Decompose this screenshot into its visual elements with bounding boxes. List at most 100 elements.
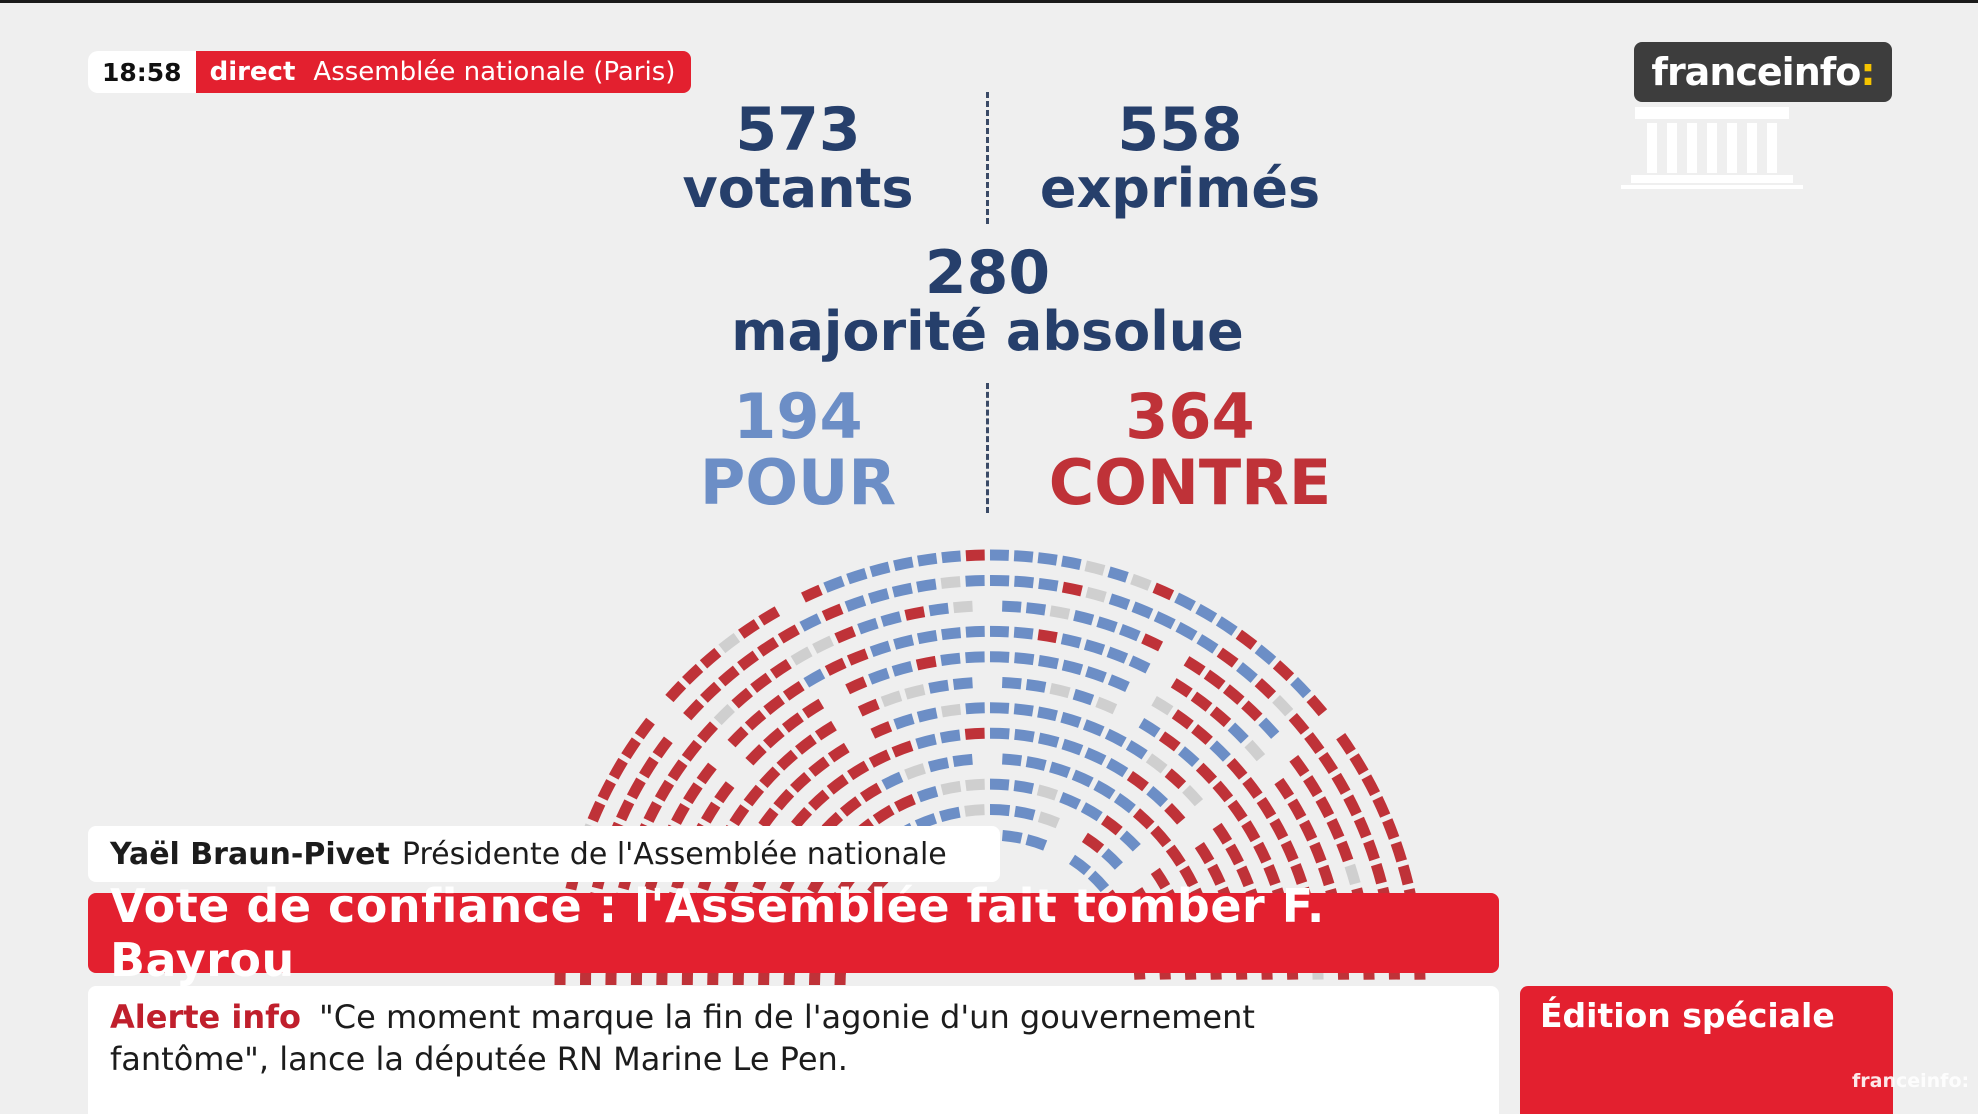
seat <box>1036 784 1059 801</box>
seat <box>737 650 759 671</box>
seat <box>1272 660 1295 682</box>
alert-tag: Alerte info <box>110 998 302 1036</box>
seat <box>914 813 938 831</box>
seat <box>763 694 785 715</box>
alert-line-1: "Ce moment marque la fin de l'agonie d'u… <box>319 998 1255 1036</box>
seat <box>1001 677 1022 690</box>
seat <box>893 556 914 572</box>
seat <box>643 801 662 823</box>
seat <box>965 625 985 638</box>
seat <box>1150 867 1171 890</box>
seat <box>881 771 904 790</box>
seat <box>1289 754 1310 777</box>
seat <box>1125 740 1148 760</box>
seat <box>729 804 750 827</box>
seat <box>1288 713 1310 735</box>
seat <box>845 676 868 695</box>
contre-label: CONTRE <box>1048 446 1332 519</box>
seat <box>880 611 902 627</box>
seat <box>1363 839 1380 862</box>
seat <box>1194 842 1215 865</box>
seat <box>917 552 938 567</box>
majorite-value: 280 <box>924 238 1051 308</box>
speaker-title: Présidente de l'Assemblée nationale <box>401 836 947 872</box>
seat <box>1390 841 1407 863</box>
seat <box>718 632 741 654</box>
seat <box>1151 696 1174 716</box>
seat <box>1037 629 1058 644</box>
seat <box>1093 780 1116 800</box>
seat <box>824 657 847 676</box>
seat <box>868 667 890 685</box>
seat <box>1049 761 1071 778</box>
seat <box>952 753 973 768</box>
seat <box>682 663 704 685</box>
seat <box>1274 777 1295 800</box>
seat <box>801 584 823 603</box>
seat <box>846 568 868 585</box>
seat <box>745 744 767 766</box>
seat <box>1014 575 1034 589</box>
seat <box>916 785 939 803</box>
seat <box>1331 772 1351 795</box>
seat <box>857 698 880 717</box>
seat <box>1038 655 1059 670</box>
seat <box>1013 550 1034 563</box>
seat <box>1095 696 1118 715</box>
seat <box>1025 602 1047 616</box>
seat <box>1165 844 1186 867</box>
seat <box>989 625 1010 638</box>
seat <box>1203 669 1226 690</box>
seat <box>1164 803 1186 825</box>
seat <box>1253 841 1272 864</box>
votants-value: 573 <box>735 95 861 165</box>
seat <box>758 606 781 626</box>
seat <box>718 665 740 687</box>
seat <box>1025 756 1047 771</box>
seat <box>1083 639 1106 656</box>
seat <box>1207 863 1226 886</box>
divider-bottom <box>986 383 989 513</box>
seat <box>904 763 926 780</box>
seat <box>1225 843 1244 866</box>
seat <box>1196 634 1219 654</box>
seat <box>857 617 879 635</box>
seat <box>1318 864 1335 887</box>
seat <box>916 707 938 723</box>
seat <box>1118 624 1141 642</box>
seat <box>869 561 891 578</box>
seat <box>1336 733 1356 755</box>
seat <box>713 703 735 726</box>
seat <box>1101 848 1123 870</box>
seat <box>1049 605 1071 620</box>
seat <box>1107 566 1129 583</box>
seat <box>1106 758 1129 778</box>
seat <box>1049 683 1071 699</box>
contre-stat: 364 CONTRE <box>1030 386 1350 514</box>
seat <box>1061 581 1083 597</box>
seat <box>1104 728 1127 748</box>
seat <box>844 595 867 612</box>
seat <box>965 702 985 715</box>
seat <box>823 575 845 593</box>
seat <box>639 756 659 779</box>
seat <box>1085 586 1107 603</box>
seat <box>621 737 641 760</box>
seat <box>1084 560 1106 576</box>
franceinfo-logo: franceinfo: <box>1634 42 1892 102</box>
seat <box>1269 818 1289 841</box>
seat <box>989 804 1011 817</box>
seat <box>1175 621 1198 641</box>
seat <box>1061 738 1084 756</box>
seat <box>1343 794 1362 817</box>
seat <box>597 779 616 801</box>
seat <box>616 799 635 822</box>
seat <box>696 762 717 785</box>
seat <box>1195 603 1218 623</box>
seat <box>826 774 849 795</box>
seat <box>1344 863 1361 886</box>
seat <box>1191 724 1213 745</box>
seat <box>1177 746 1200 768</box>
seat <box>827 742 850 763</box>
seat <box>1145 753 1168 774</box>
